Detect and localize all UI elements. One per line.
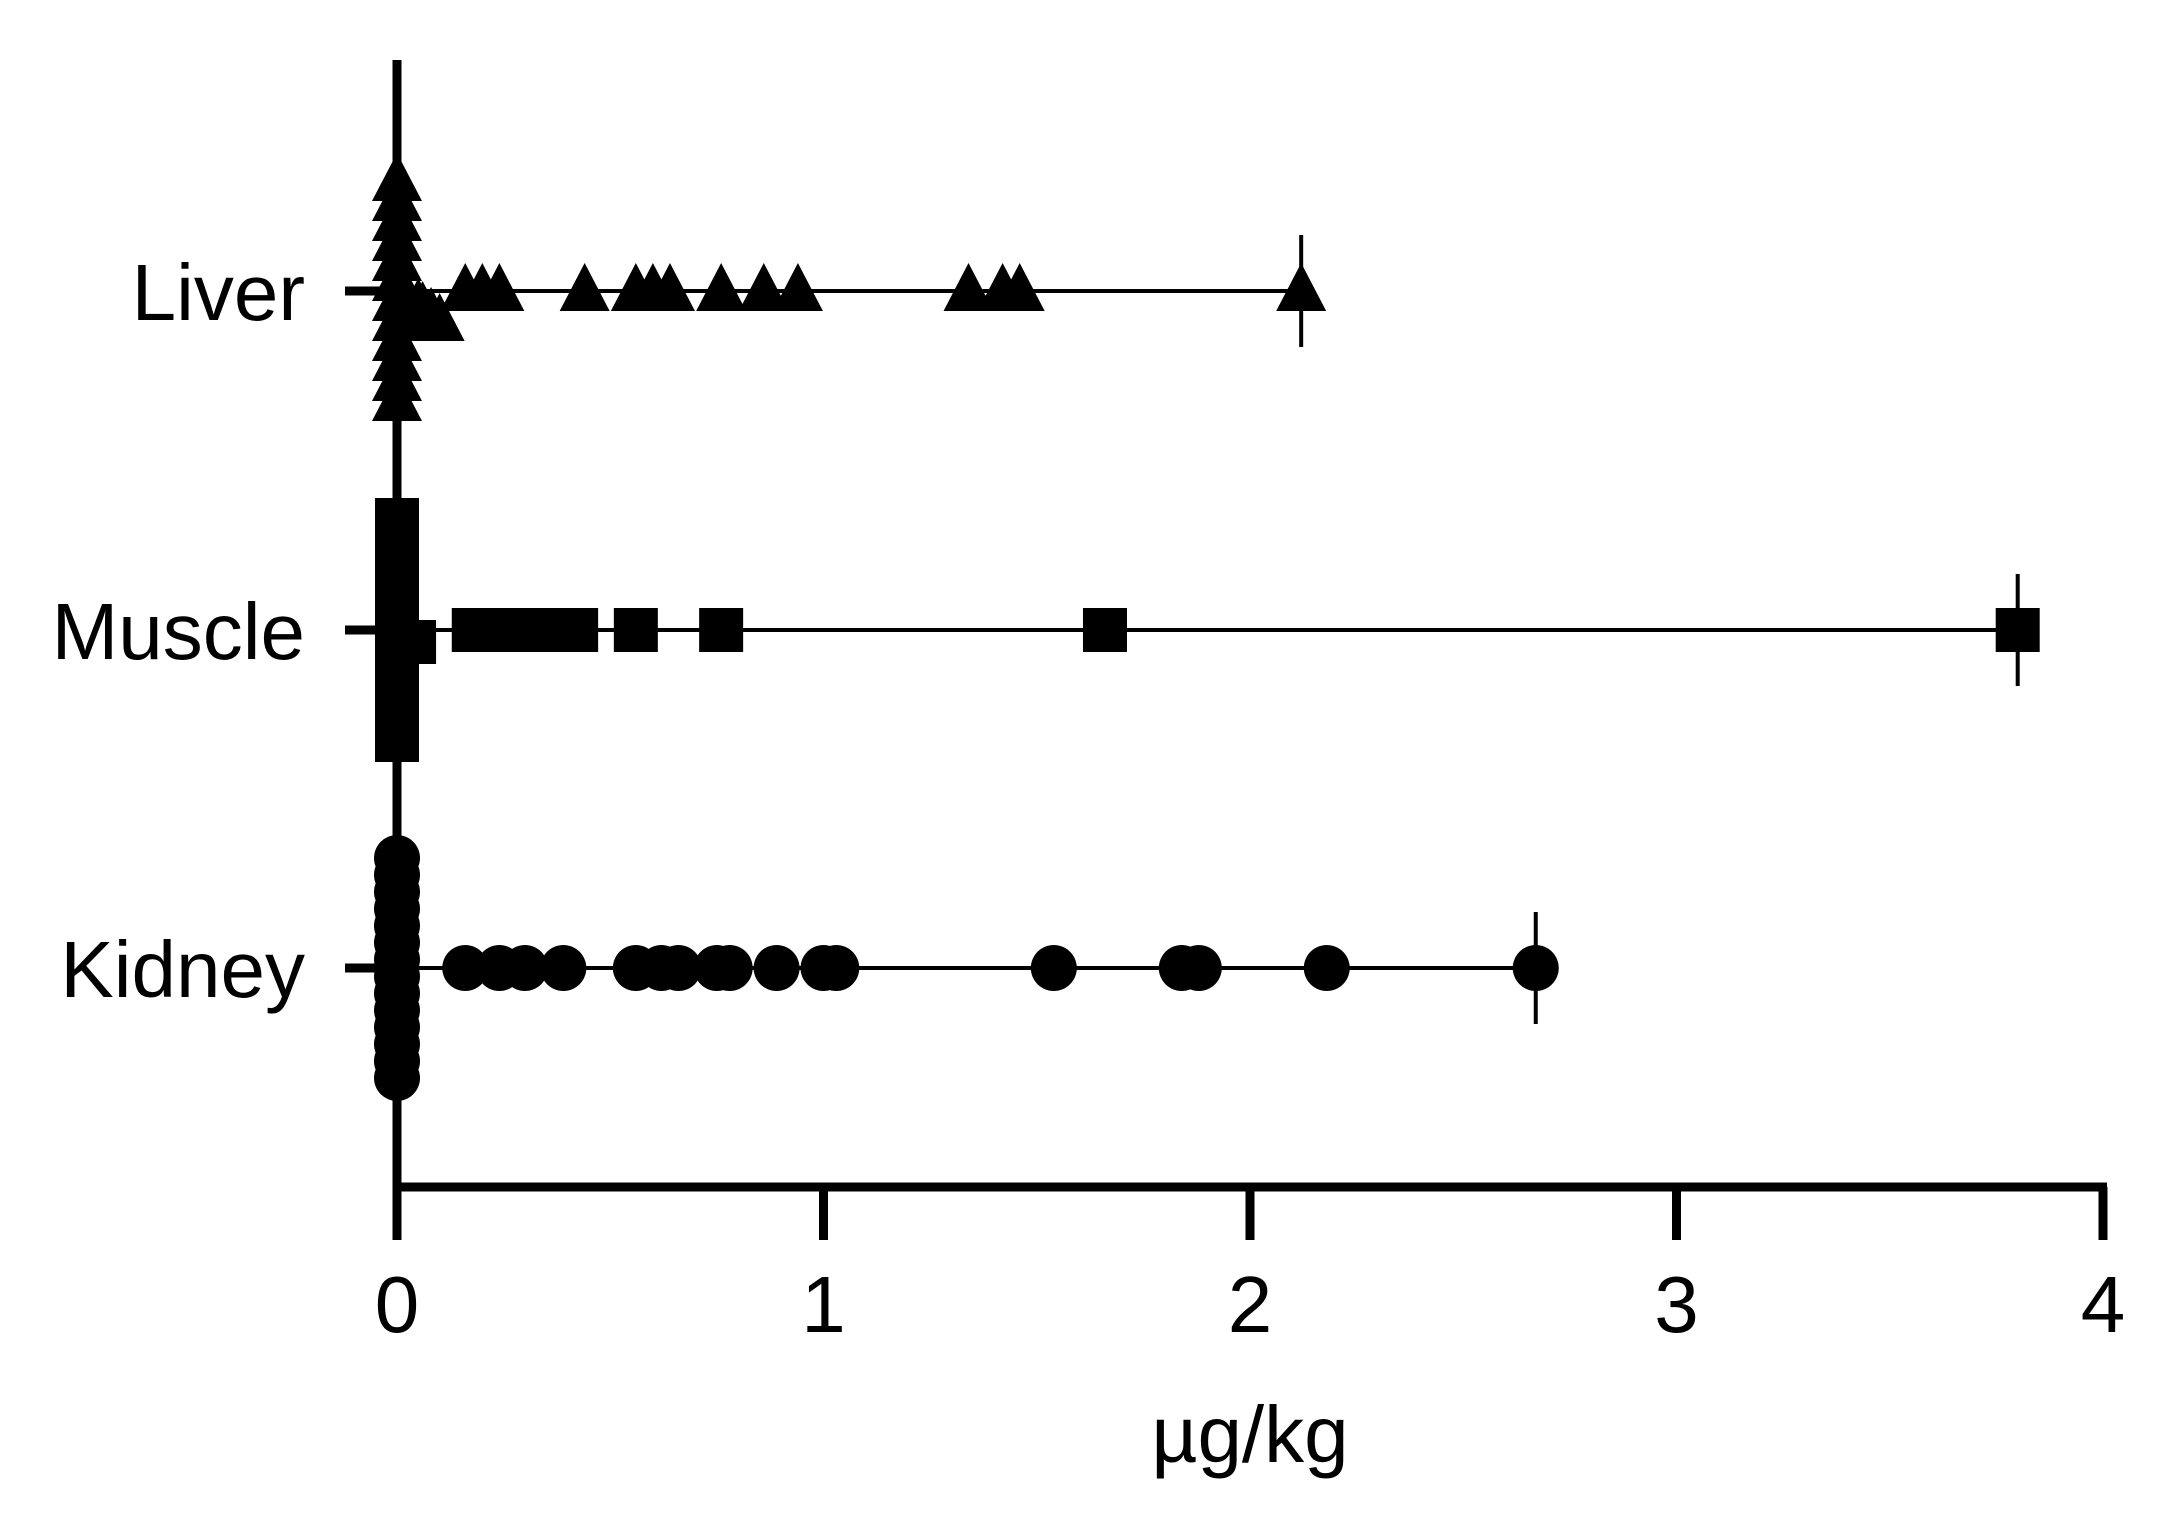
x-tick-label: 4 xyxy=(2081,1260,2126,1349)
x-tick-label: 1 xyxy=(801,1260,846,1349)
muscle-point-square xyxy=(392,620,437,664)
liver-point-triangle xyxy=(414,293,465,341)
x-axis-title: µg/kg xyxy=(1151,1390,1348,1479)
x-tick-label: 2 xyxy=(1228,1260,1273,1349)
kidney-point-circle xyxy=(813,945,860,991)
y-tick-label-liver: Liver xyxy=(132,248,305,337)
liver-point-triangle xyxy=(372,373,422,421)
x-tick-label: 3 xyxy=(1654,1260,1699,1349)
axes xyxy=(345,60,2108,1240)
liver-point-triangle xyxy=(994,263,1045,311)
kidney-point-circle xyxy=(1512,945,1559,991)
liver-point-triangle xyxy=(943,263,994,311)
liver-point-triangle xyxy=(474,263,525,311)
kidney-point-circle xyxy=(655,945,702,991)
kidney-point-circle xyxy=(442,945,489,991)
kidney-point-circle xyxy=(501,945,548,991)
liver-point-triangle xyxy=(696,263,747,311)
series-layer xyxy=(372,153,2040,1101)
liver-point-triangle xyxy=(738,263,789,311)
muscle-point-square xyxy=(554,608,599,652)
liver-point-triangle xyxy=(559,263,610,311)
x-tick-label: 0 xyxy=(375,1260,420,1349)
muscle-point-square xyxy=(1995,608,2040,652)
liver-point-triangle xyxy=(772,263,823,311)
muscle-point-square xyxy=(613,608,658,652)
kidney-point-circle xyxy=(706,945,753,991)
labels-layer: µg/kg 0 1 2 3 4 Liver Muscle Kidney xyxy=(52,248,2126,1479)
kidney-point-circle xyxy=(374,1055,420,1101)
kidney-point-circle xyxy=(1030,945,1077,991)
y-tick-label-kidney: Kidney xyxy=(60,925,305,1014)
y-tick-label-muscle: Muscle xyxy=(52,587,305,676)
muscle-point-square xyxy=(699,608,744,652)
kidney-point-circle xyxy=(1303,945,1350,991)
liver-point-triangle xyxy=(644,263,695,311)
kidney-point-circle xyxy=(540,945,587,991)
muscle-point-square xyxy=(1082,608,1127,652)
muscle-point-square xyxy=(375,718,419,762)
kidney-point-circle xyxy=(753,945,800,991)
liver-point-triangle xyxy=(1276,263,1327,311)
kidney-point-circle xyxy=(1175,945,1222,991)
